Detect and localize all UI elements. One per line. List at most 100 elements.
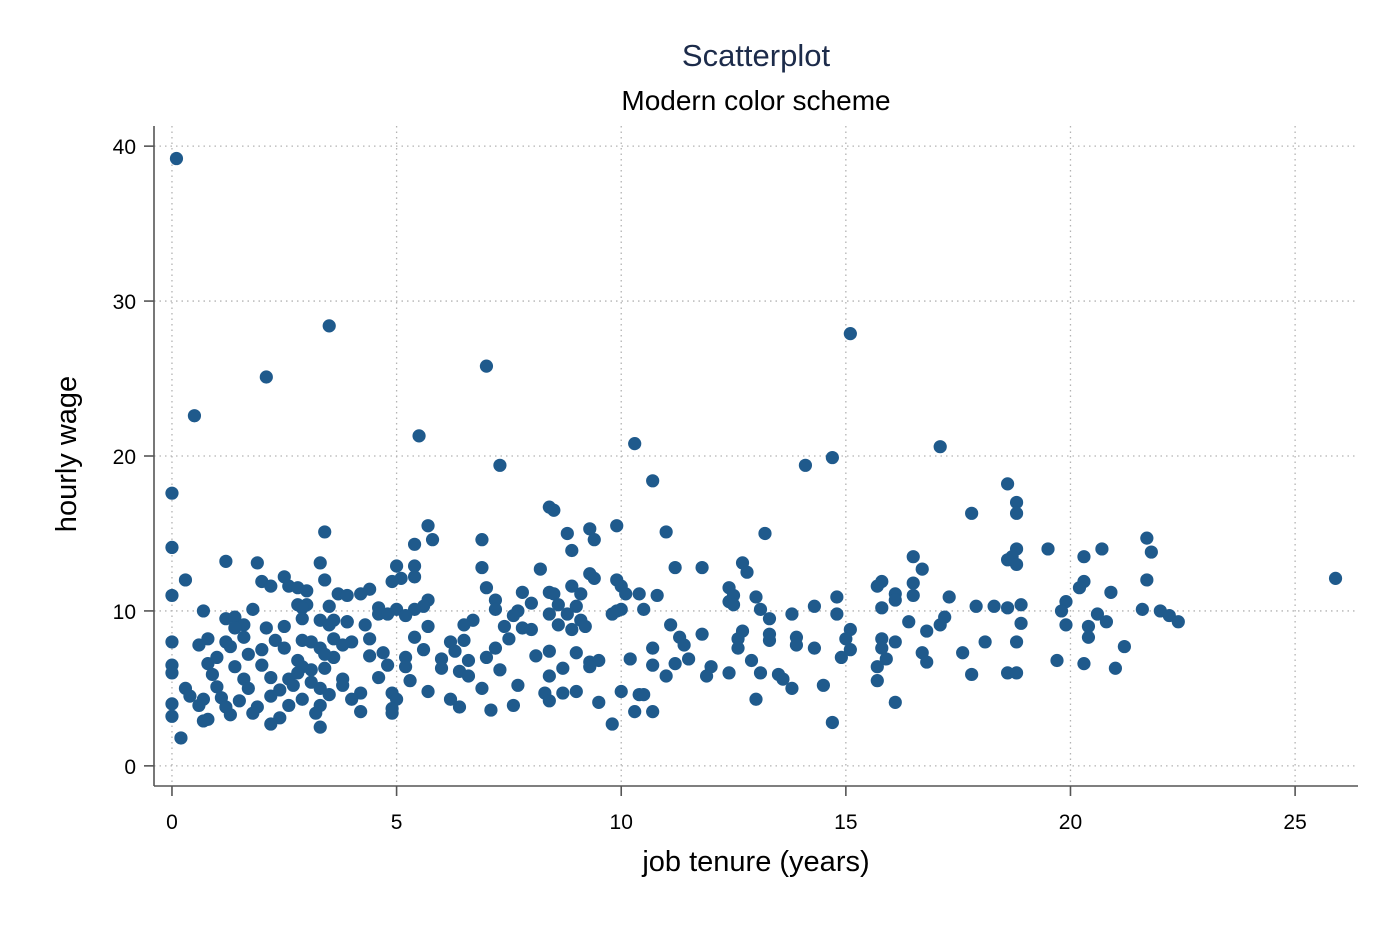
data-point — [798, 458, 813, 472]
data-point — [1014, 616, 1028, 630]
data-point — [753, 666, 768, 680]
data-point — [1014, 598, 1028, 612]
axis-ticks: 0 5 10 15 20 25 0 10 20 30 40 — [113, 136, 1307, 834]
data-point — [619, 587, 633, 601]
data-point — [461, 669, 476, 683]
data-point — [915, 562, 929, 576]
data-point — [488, 641, 503, 655]
data-point — [192, 698, 206, 713]
x-tick-label: 5 — [391, 811, 403, 834]
gridlines — [154, 126, 1358, 786]
data-point — [318, 525, 332, 539]
data-point — [421, 519, 435, 533]
data-point — [255, 658, 269, 672]
data-point — [309, 706, 323, 720]
data-point — [277, 641, 291, 655]
data-point — [565, 622, 579, 637]
data-point — [502, 632, 516, 646]
data-point — [569, 646, 583, 660]
data-point — [789, 638, 804, 652]
y-tick-label: 10 — [113, 601, 136, 624]
data-point — [762, 612, 777, 626]
data-point — [785, 607, 799, 621]
data-point — [277, 619, 291, 634]
data-point — [246, 706, 260, 720]
data-point — [187, 409, 202, 423]
data-point — [398, 608, 413, 623]
data-point — [987, 599, 1001, 613]
data-point — [888, 593, 902, 607]
data-point — [542, 694, 556, 708]
data-point — [223, 639, 237, 654]
data-point — [614, 684, 628, 699]
data-point — [664, 618, 678, 632]
data-point — [565, 579, 579, 593]
data-point — [165, 635, 179, 649]
y-tick-label: 40 — [113, 136, 136, 159]
data-point — [726, 598, 741, 612]
data-point — [830, 590, 844, 604]
data-point — [506, 608, 521, 623]
data-point — [228, 621, 242, 635]
data-point — [677, 638, 691, 652]
data-point — [506, 698, 521, 713]
data-point — [425, 533, 440, 547]
data-point — [228, 610, 242, 624]
data-point — [264, 689, 278, 703]
data-point — [529, 649, 543, 663]
data-point — [659, 669, 673, 683]
data-point — [668, 560, 682, 575]
data-point — [363, 649, 377, 663]
data-point — [434, 652, 449, 666]
data-point — [646, 641, 660, 655]
data-point — [515, 585, 529, 599]
data-point — [731, 632, 745, 646]
data-point — [969, 599, 983, 613]
data-point — [560, 526, 574, 541]
data-point — [295, 612, 309, 626]
data-point — [587, 571, 601, 585]
data-point — [920, 655, 934, 669]
data-point — [452, 700, 467, 714]
data-point — [875, 641, 889, 655]
data-point — [264, 579, 278, 593]
data-point — [1041, 542, 1055, 556]
data-point — [551, 598, 565, 612]
y-tick-label: 30 — [113, 291, 136, 314]
data-point — [843, 643, 857, 657]
data-point — [524, 596, 538, 610]
data-point — [434, 661, 449, 675]
data-point — [1135, 602, 1149, 616]
data-point — [381, 607, 395, 621]
data-point — [264, 717, 278, 731]
data-point — [479, 359, 494, 373]
data-point — [610, 519, 624, 533]
data-point — [259, 370, 273, 384]
data-point — [407, 559, 422, 573]
data-point — [318, 647, 332, 661]
data-point — [632, 587, 646, 601]
data-point — [282, 698, 296, 713]
data-point — [542, 644, 556, 658]
data-point — [165, 697, 179, 711]
data-point — [1140, 573, 1154, 587]
data-point — [313, 556, 327, 570]
data-point — [875, 601, 889, 615]
data-point — [174, 731, 188, 745]
data-point — [906, 550, 920, 564]
data-point — [237, 630, 251, 644]
data-point — [749, 590, 763, 604]
data-point — [605, 607, 619, 621]
data-point — [731, 641, 745, 655]
data-point — [457, 618, 471, 632]
data-point — [165, 709, 179, 723]
data-point — [965, 667, 979, 682]
data-point — [560, 607, 574, 621]
data-point — [695, 560, 709, 575]
data-point — [412, 429, 426, 443]
data-point — [246, 602, 260, 616]
data-point — [1009, 506, 1024, 520]
data-point — [340, 615, 354, 629]
data-point — [574, 587, 588, 601]
data-point — [637, 602, 651, 616]
